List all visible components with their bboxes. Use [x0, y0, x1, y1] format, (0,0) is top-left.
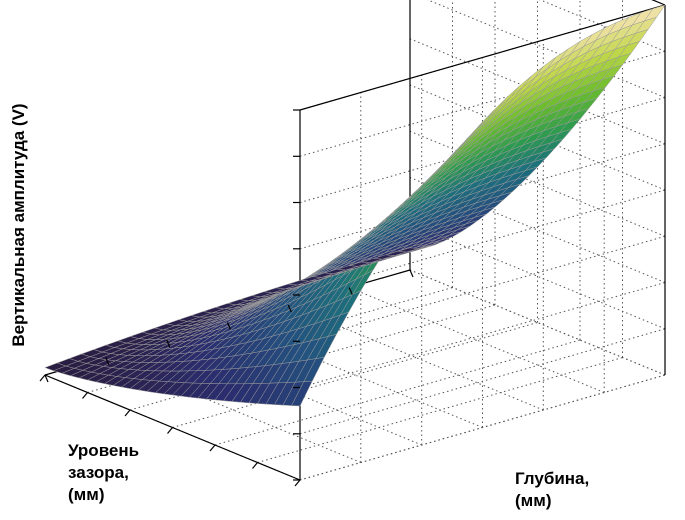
floor-grid-line — [214, 339, 581, 446]
y-tick — [409, 269, 414, 278]
y-axis-label-line-2: (мм) — [515, 491, 552, 510]
x-tick — [39, 374, 46, 382]
x-tick — [252, 462, 258, 469]
floor-grid-line — [349, 287, 605, 393]
x-tick — [82, 392, 88, 399]
wall-grid-line — [409, 130, 666, 237]
y-axis-label-line-1: Глубина, — [515, 469, 590, 488]
wall-grid-line — [299, 235, 666, 342]
x-tick — [209, 444, 216, 452]
floor-grid-line — [172, 322, 538, 428]
wall-grid-line — [409, 38, 666, 145]
wall-grid-line — [299, 50, 666, 157]
wall-grid-line — [426, 0, 666, 98]
x-axis-label-line-3: (мм) — [68, 485, 105, 504]
x-axis-label: Уровень зазора, (мм) — [68, 440, 139, 506]
y-tick — [166, 339, 171, 348]
y-tick — [44, 374, 49, 383]
z-axis-label: Вертикальная амплитуда (V) — [9, 103, 28, 346]
x-tick — [124, 409, 131, 417]
y-tick — [348, 287, 353, 295]
x-axis-label-line-2: зазора, — [68, 463, 129, 482]
surface-mesh — [44, 4, 666, 407]
axis-ticks — [39, 109, 414, 487]
y-tick — [226, 322, 232, 330]
y-axis-label: Глубина, (мм) — [515, 468, 589, 512]
y-tick — [105, 357, 110, 365]
wall-grid-line — [299, 282, 666, 388]
surface-cell — [44, 362, 67, 371]
x-tick — [294, 479, 301, 487]
y-tick — [287, 304, 292, 313]
frame-edge — [299, 4, 666, 111]
x-tick — [167, 427, 173, 434]
x-axis-label-line-1: Уровень — [68, 441, 140, 460]
